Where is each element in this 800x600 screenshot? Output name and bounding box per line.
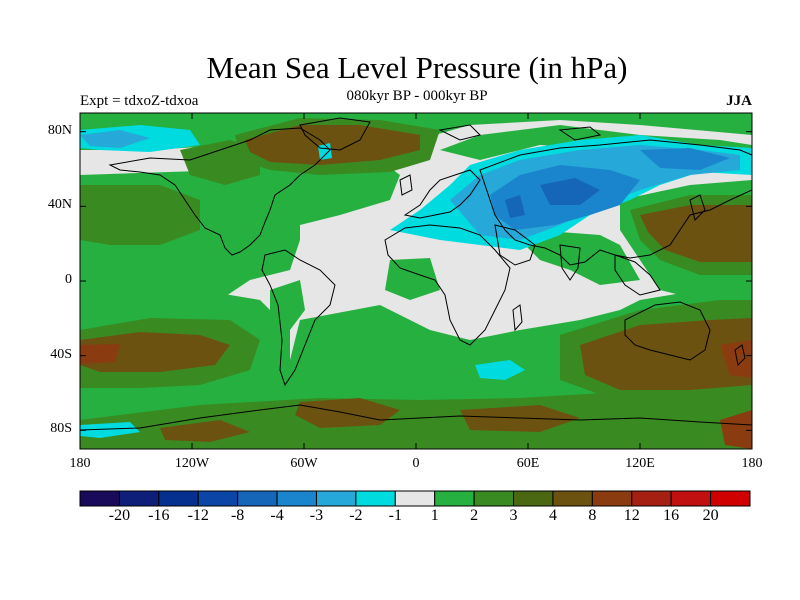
colorbar-swatch: [670, 490, 712, 507]
coast-australia: [624, 301, 711, 361]
colorbar-label: 3: [509, 507, 518, 524]
cyan-antarctic-west: [80, 422, 140, 438]
blue-siberia: [640, 148, 730, 170]
coast-japan: [689, 194, 706, 221]
coast-europe: [403, 169, 481, 219]
colorbar-swatch: [473, 490, 515, 507]
colorbar-swatch: [355, 490, 396, 507]
colorbar-swatch: [552, 490, 593, 507]
colorbar-label: 1: [430, 507, 439, 524]
lon-tick-label: 120W: [174, 456, 210, 471]
coast-north-america: [108, 127, 331, 256]
axis-ticks: [79, 113, 753, 449]
coast-arctic-islands: [438, 124, 602, 141]
colorbar-swatch: [158, 490, 199, 507]
colorbar-swatch: [79, 490, 120, 507]
lon-tick-label: 60W: [290, 456, 318, 471]
colorbar-swatch: [394, 490, 436, 507]
colorbar-swatch: [434, 490, 475, 507]
field-level-neg8: [505, 178, 600, 218]
colorbar-swatch: [197, 490, 239, 507]
season-label: JJA: [726, 93, 752, 109]
colorbar-swatch: [276, 490, 317, 507]
field-level-8: [80, 340, 752, 449]
pressure-field: [80, 113, 752, 449]
coast-british-isles: [399, 174, 413, 196]
darkbrown-south-pacific: [80, 344, 120, 364]
olive-north-canada: [180, 140, 260, 185]
experiment-label: Expt = tdxoZ-tdxoa: [80, 93, 199, 109]
lon-tick-label: 0: [412, 456, 420, 471]
coast-arabia: [494, 224, 536, 266]
cyan-greenland-tip: [318, 143, 332, 160]
coastlines: [80, 117, 752, 431]
coast-africa: [384, 224, 511, 346]
colorbar-label: 2: [470, 507, 479, 524]
lon-tick-label: 180: [69, 456, 91, 471]
lon-tick-label: 120E: [625, 456, 655, 471]
blue-central-asia: [540, 178, 600, 205]
coast-new-zealand: [734, 344, 746, 367]
colorbar-label: -2: [349, 507, 363, 524]
coast-india: [559, 244, 581, 281]
coast-southeast-asia: [614, 254, 661, 296]
brown-west-pacific: [640, 205, 752, 262]
colorbar-swatch: [591, 490, 633, 507]
olive-east-pacific: [80, 185, 200, 245]
colorbar-swatch: [118, 490, 160, 507]
colorbar-label: 20: [702, 507, 719, 524]
blue-caspian-region: [505, 195, 525, 218]
lon-tick-label: 180: [741, 456, 763, 471]
cyan-south-atlantic: [475, 360, 525, 380]
darkbrown-antarctic: [720, 410, 752, 449]
coast-south-america: [261, 249, 336, 387]
colorbar-swatch: [237, 490, 278, 507]
lat-tick-label: 40S: [50, 346, 72, 362]
colorbar-label: -12: [187, 507, 209, 524]
colorbar-label: -16: [148, 507, 170, 524]
coast-asia: [479, 139, 752, 266]
lat-tick-label: 0: [65, 272, 72, 287]
coast-antarctica: [80, 404, 752, 431]
colorbar-swatch: [315, 490, 357, 507]
colorbar-swatch: [513, 490, 554, 507]
green-south-america-west: [270, 280, 305, 330]
lon-tick-label: 60E: [516, 456, 540, 471]
coast-madagascar: [512, 304, 523, 332]
colorbar-label: 8: [588, 507, 597, 524]
map-title: Mean Sea Level Pressure (in hPa): [206, 50, 628, 85]
brown-south-pacific: [80, 332, 230, 372]
lat-tick-label: 80N: [47, 122, 72, 138]
colorbar-label: 16: [663, 507, 680, 524]
colorbar-label: 12: [623, 507, 640, 524]
blue-arctic-west: [80, 130, 150, 148]
brown-north-atlantic: [245, 125, 420, 165]
lat-tick-label: 80S: [50, 421, 72, 437]
green-central-africa: [385, 258, 440, 300]
colorbar-label: 4: [548, 507, 557, 524]
colorbar-label: -1: [388, 507, 402, 524]
map-subtitle: 080kyr BP - 000kyr BP: [346, 88, 488, 104]
lat-tick-label: 40N: [47, 197, 72, 213]
colorbar: [79, 490, 751, 507]
colorbar-label: -4: [270, 507, 284, 524]
coast-greenland: [299, 117, 371, 151]
colorbar-label: -20: [108, 507, 131, 524]
green-indian-ocean: [520, 232, 640, 285]
darkbrown-south-indian: [720, 340, 752, 378]
colorbar-label: -8: [230, 507, 245, 524]
colorbar-swatch: [710, 490, 751, 507]
colorbar-label: -3: [309, 507, 324, 524]
colorbar-swatch: [631, 490, 672, 507]
brown-southern-ocean-3: [160, 420, 250, 442]
